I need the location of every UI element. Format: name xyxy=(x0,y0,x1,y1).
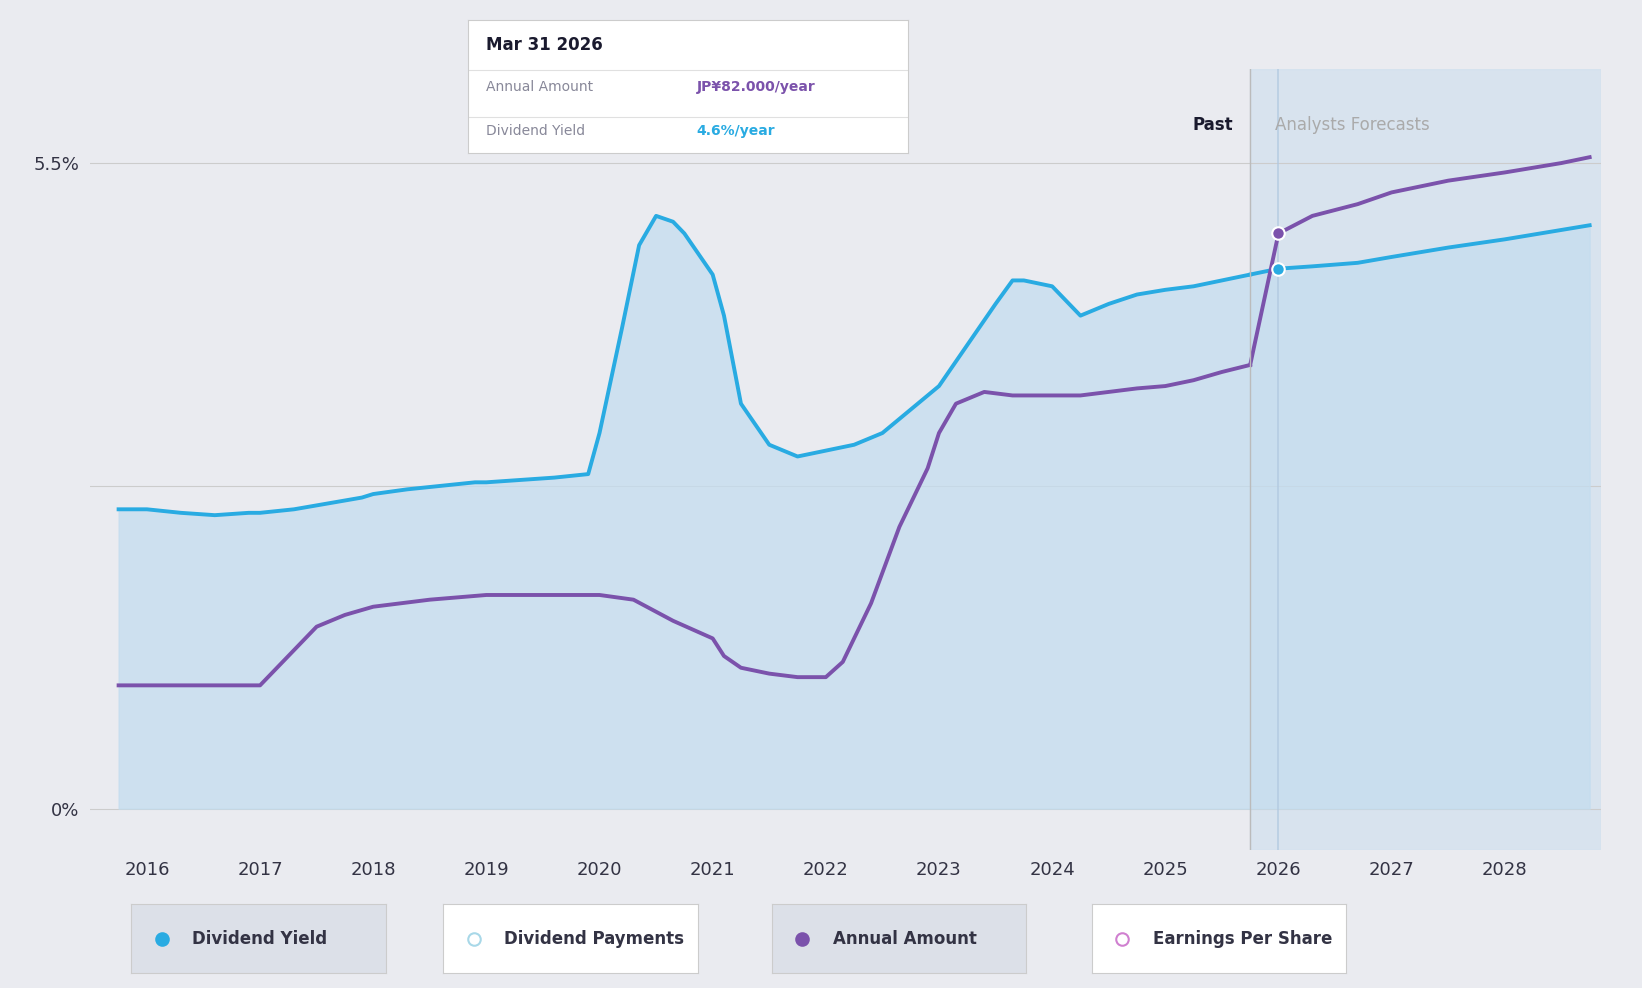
Text: Past: Past xyxy=(1192,117,1233,134)
Text: Dividend Yield: Dividend Yield xyxy=(486,124,585,137)
Text: Mar 31 2026: Mar 31 2026 xyxy=(486,36,603,53)
Text: Earnings Per Share: Earnings Per Share xyxy=(1153,930,1332,947)
Text: Analysts Forecasts: Analysts Forecasts xyxy=(1276,117,1430,134)
Text: Dividend Payments: Dividend Payments xyxy=(504,930,685,947)
Text: JP¥82.000/year: JP¥82.000/year xyxy=(696,80,816,94)
Text: Annual Amount: Annual Amount xyxy=(832,930,977,947)
Text: Dividend Yield: Dividend Yield xyxy=(192,930,327,947)
Text: 4.6%/year: 4.6%/year xyxy=(696,124,775,137)
Text: Annual Amount: Annual Amount xyxy=(486,80,593,94)
Bar xyxy=(1250,69,1601,850)
